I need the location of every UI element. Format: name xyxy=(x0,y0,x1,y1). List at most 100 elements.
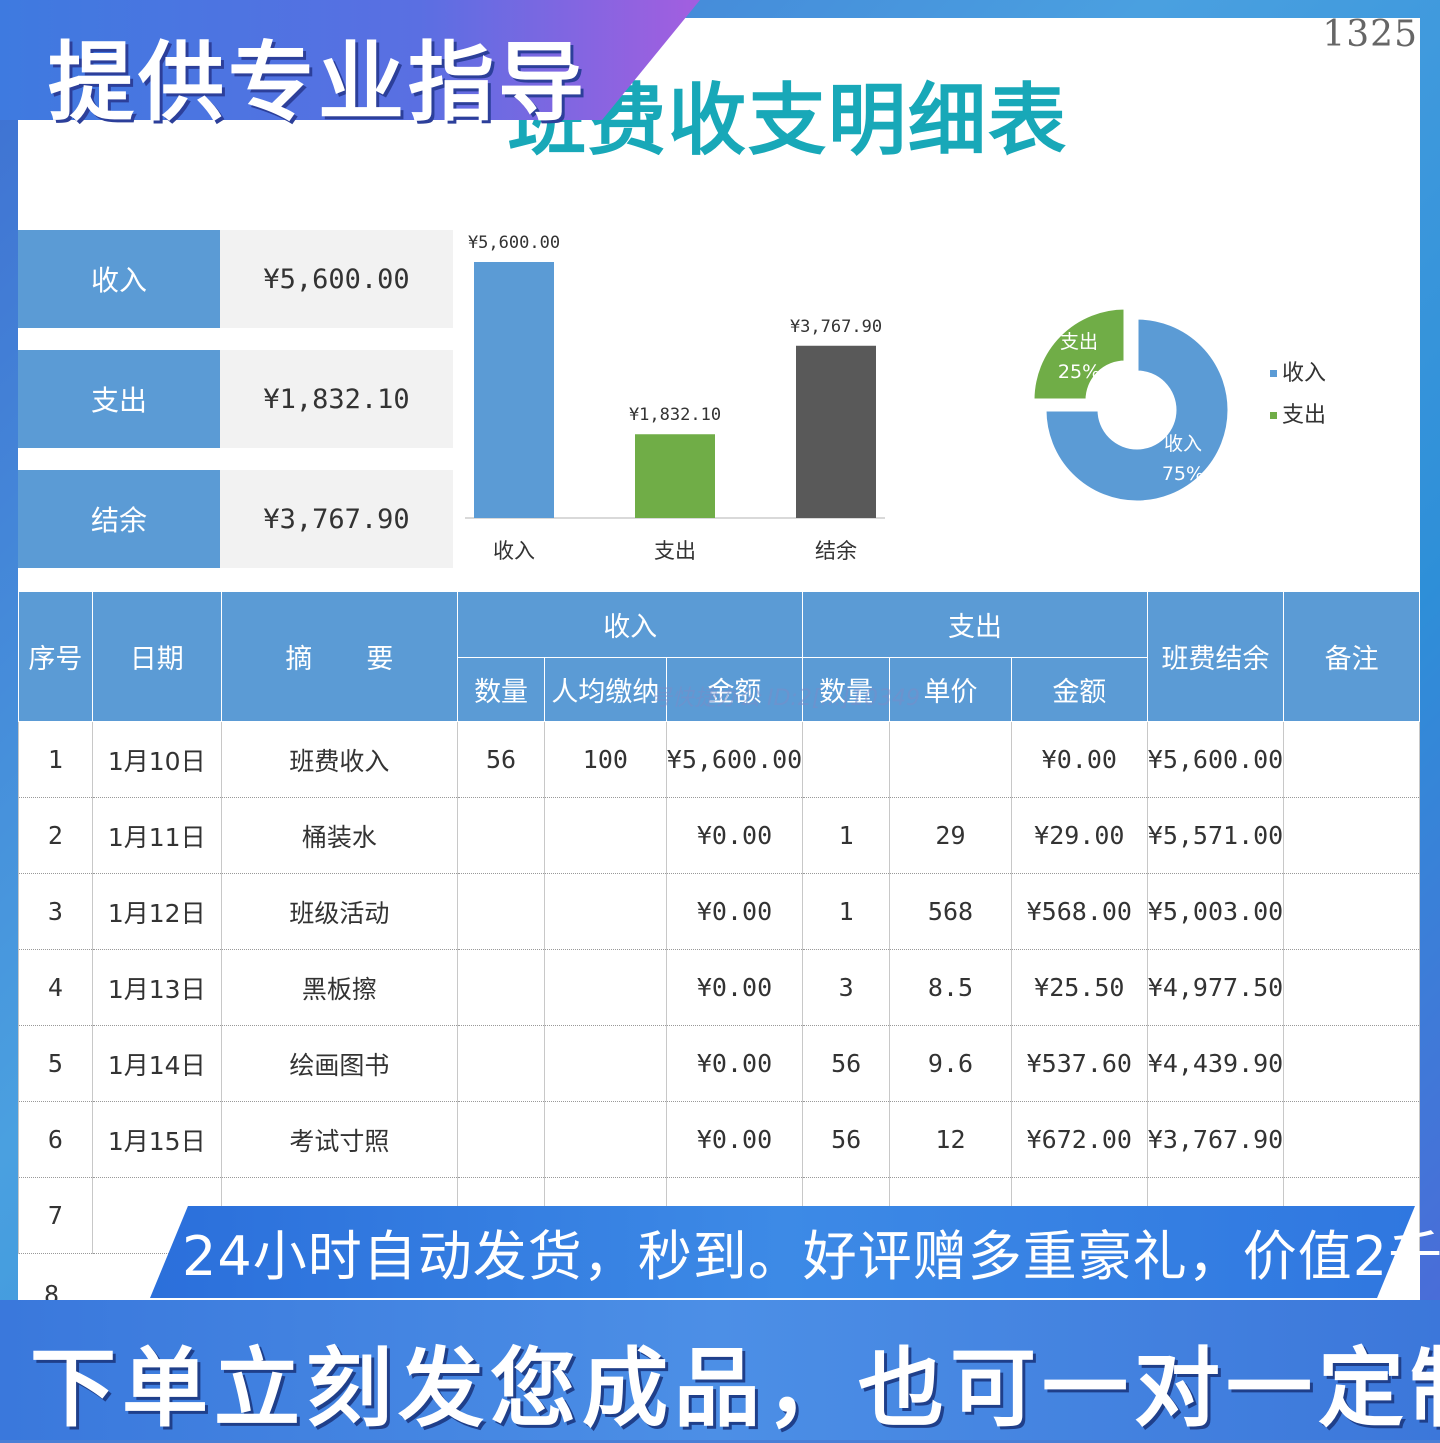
cell-ex-amt: ¥25.50 xyxy=(1010,949,1148,1026)
cell-note xyxy=(1283,1025,1420,1102)
cell-in-amt: ¥0.00 xyxy=(665,1101,804,1178)
cell-ex-qty: 3 xyxy=(802,949,891,1026)
cell-balance: ¥5,600.00 xyxy=(1146,721,1285,798)
spreadsheet-canvas: 班费收支明细表 收入 ¥5,600.00 支出 ¥1,832.10 结余 ¥3,… xyxy=(18,18,1420,1318)
header-date: 日期 xyxy=(91,591,222,722)
header-income-amt: 金额 xyxy=(665,657,804,722)
cell-in-per xyxy=(543,797,667,874)
legend-label: 收入 xyxy=(1282,361,1326,386)
cell-seq: 7 xyxy=(18,1177,93,1254)
cell-balance: ¥3,767.90 xyxy=(1146,1101,1285,1178)
cell-seq: 5 xyxy=(18,1025,93,1102)
promo-banner-top xyxy=(0,0,700,120)
cell-in-qty xyxy=(457,873,545,950)
cell-ex-qty: 1 xyxy=(802,873,891,950)
corner-number: 1325 xyxy=(1322,14,1418,55)
cell-ex-amt: ¥29.00 xyxy=(1010,797,1148,874)
table-row: 3 1月12日 班级活动 ¥0.00 1 568 ¥568.00 ¥5,003.00 xyxy=(18,873,1420,950)
promo-bottom-text: 下单立刻发您成品，也可一对一定制 xyxy=(30,1339,1440,1439)
summary-income: 收入 ¥5,600.00 xyxy=(18,230,453,328)
header-seq: 序号 xyxy=(18,591,93,722)
bar-data-label: ¥5,600.00 xyxy=(468,233,560,253)
summary-label: 支出 xyxy=(18,350,220,448)
cell-in-qty xyxy=(457,949,545,1026)
bar-data-label: ¥1,832.10 xyxy=(629,405,721,425)
donut-data-label: 支出 xyxy=(1060,331,1098,353)
table-row: 2 1月11日 桶装水 ¥0.00 1 29 ¥29.00 ¥5,571.00 xyxy=(18,797,1420,874)
cell-date: 1月14日 xyxy=(91,1025,222,1102)
cell-in-amt: ¥0.00 xyxy=(665,873,804,950)
cell-ex-price: 12 xyxy=(889,1101,1012,1178)
header-income: 收入 xyxy=(457,591,804,658)
bar-chart: ¥5,600.00 收入 ¥1,832.10 支出 ¥3,767.90 结余 xyxy=(465,233,885,563)
donut-data-label: 75% xyxy=(1162,463,1204,485)
header-income-per: 人均缴纳 xyxy=(543,657,667,722)
cell-summary: 绘画图书 xyxy=(220,1025,459,1102)
header-expense-amt: 金额 xyxy=(1010,657,1148,722)
bar-category-label: 结余 xyxy=(815,539,857,563)
cell-seq: 1 xyxy=(18,721,93,798)
cell-summary: 黑板擦 xyxy=(220,949,459,1026)
cell-balance: ¥5,571.00 xyxy=(1146,797,1285,874)
cell-in-qty xyxy=(457,1025,545,1102)
watermark-text: 号快捷办公 ID:2[...]10349 xyxy=(650,686,920,711)
header-balance: 班费结余 xyxy=(1146,591,1285,722)
table-row: 6 1月15日 考试寸照 ¥0.00 56 12 ¥672.00 ¥3,767.90 xyxy=(18,1101,1420,1178)
cell-date: 1月13日 xyxy=(91,949,222,1026)
cell-balance: ¥5,003.00 xyxy=(1146,873,1285,950)
detail-table: 序号 日期 摘 要 收入 支出 班费结余 备注 数量 人均缴纳 金额 数量 单价… xyxy=(18,591,1420,1254)
cell-in-qty xyxy=(457,797,545,874)
cell-note xyxy=(1283,797,1420,874)
legend-swatch xyxy=(1270,412,1277,419)
cell-seq: 3 xyxy=(18,873,93,950)
cell-in-qty: 56 xyxy=(457,721,545,798)
cell-ex-price xyxy=(889,721,1012,798)
cell-note xyxy=(1283,949,1420,1026)
header-note: 备注 xyxy=(1283,591,1420,722)
summary-value: ¥3,767.90 xyxy=(220,470,453,568)
cell-ex-price: 29 xyxy=(889,797,1012,874)
promo-banner-bottom xyxy=(0,1300,1440,1440)
cell-summary: 班费收入 xyxy=(220,721,459,798)
bar-category-label: 收入 xyxy=(493,539,535,563)
cell-date: 1月15日 xyxy=(91,1101,222,1178)
bar-0 xyxy=(474,262,554,518)
table-row: 4 1月13日 黑板擦 ¥0.00 3 8.5 ¥25.50 ¥4,977.50 xyxy=(18,949,1420,1026)
cell-ex-price: 8.5 xyxy=(889,949,1012,1026)
header-expense-qty: 数量 xyxy=(802,657,891,722)
cell-date: 1月10日 xyxy=(91,721,222,798)
cell-in-amt: ¥0.00 xyxy=(665,1025,804,1102)
cell-in-per xyxy=(543,873,667,950)
bar-1 xyxy=(635,434,715,518)
cell-summary: 班级活动 xyxy=(220,873,459,950)
cell-summary: 考试寸照 xyxy=(220,1101,459,1178)
donut-slice-0 xyxy=(1043,316,1231,504)
cell-in-amt: ¥5,600.00 xyxy=(665,721,804,798)
table-row: 1 1月10日 班费收入 56 100 ¥5,600.00 ¥0.00 ¥5,600.00 xyxy=(18,721,1420,798)
cell-ex-amt: ¥568.00 xyxy=(1010,873,1148,950)
cell-in-per: 100 xyxy=(543,721,667,798)
cell-seq: 2 xyxy=(18,797,93,874)
summary-value: ¥5,600.00 xyxy=(220,230,453,328)
cell-in-per xyxy=(543,949,667,1026)
bar-category-label: 支出 xyxy=(654,539,696,563)
cell-ex-qty: 56 xyxy=(802,1025,891,1102)
cell-note xyxy=(1283,721,1420,798)
summary-label: 结余 xyxy=(18,470,220,568)
cell-balance: ¥4,977.50 xyxy=(1146,949,1285,1026)
cell-date: 1月12日 xyxy=(91,873,222,950)
header-income-qty: 数量 xyxy=(457,657,545,722)
donut-slice-1 xyxy=(1031,306,1127,402)
header-expense-price: 单价 xyxy=(889,657,1012,722)
donut-data-label: 25% xyxy=(1058,361,1100,383)
cell-seq: 4 xyxy=(18,949,93,1026)
cell-note xyxy=(1283,1101,1420,1178)
summary-label: 收入 xyxy=(18,230,220,328)
cell-ex-amt: ¥0.00 xyxy=(1010,721,1148,798)
donut-data-label: 收入 xyxy=(1164,433,1202,455)
summary-value: ¥1,832.10 xyxy=(220,350,453,448)
cell-ex-amt: ¥537.60 xyxy=(1010,1025,1148,1102)
bar-2 xyxy=(796,345,876,518)
table-row: 5 1月14日 绘画图书 ¥0.00 56 9.6 ¥537.60 ¥4,439.90 xyxy=(18,1025,1420,1102)
cell-in-amt: ¥0.00 xyxy=(665,797,804,874)
